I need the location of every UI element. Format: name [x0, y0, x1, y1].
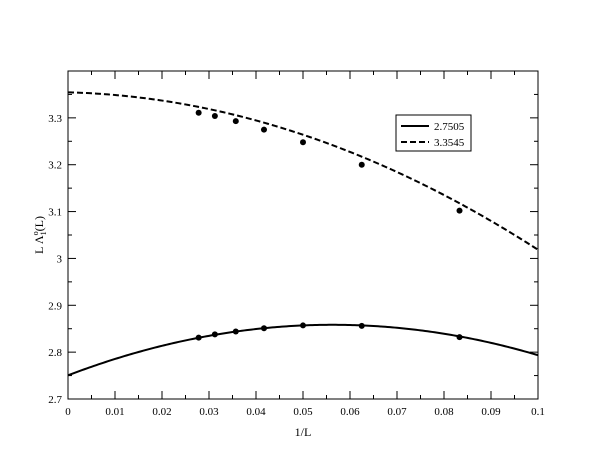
- series-1-data-point: [300, 322, 306, 329]
- series-2-data-point: [300, 139, 306, 146]
- legend-box: [395, 114, 472, 152]
- series-2-data-point: [195, 109, 202, 116]
- x-tick-label: 0: [65, 406, 71, 418]
- x-tick-label: 0.03: [199, 406, 219, 418]
- series-1-data-point: [358, 322, 365, 329]
- series-1-data-point: [195, 334, 202, 341]
- series-1-data-point: [456, 334, 463, 341]
- series-2-data-point: [260, 126, 267, 133]
- tick-labels: 0 0.01 0.02 0.03 0.04 0.05 0.06 0.07 0.08 0.09 0.1…: [48, 113, 545, 418]
- legend: 2.7505 3.3545: [395, 114, 472, 152]
- series-1-data-point: [211, 331, 218, 338]
- x-axis-label: 1/L: [295, 425, 312, 439]
- y-tick-label: 2.7: [48, 394, 62, 406]
- legend-label-series-1: 2.7505: [434, 121, 465, 133]
- series-2-fit-line: [67, 91, 539, 251]
- series-2-data-point: [358, 161, 365, 168]
- series-2-data-point: [211, 112, 218, 119]
- y-label-suffix: (L): [32, 216, 46, 231]
- x-tick-label: 0.05: [293, 406, 313, 418]
- y-tick-label: 2.8: [48, 347, 62, 359]
- legend-label-series-2: 3.3545: [434, 137, 465, 149]
- x-tick-label: 0.02: [152, 406, 171, 418]
- series-2-data-point: [232, 118, 239, 125]
- x-tick-label: 0.09: [481, 406, 501, 418]
- y-axis-label: L Λ1o(L): [31, 216, 48, 254]
- x-tick-label: 0.07: [387, 406, 407, 418]
- y-tick-label: 3.1: [48, 207, 62, 219]
- series-2-data-point: [456, 207, 463, 214]
- y-tick-label: 3.3: [48, 113, 62, 125]
- x-tick-label: 0.1: [531, 406, 545, 418]
- y-tick-label: 3.2: [48, 160, 62, 172]
- data-points: [195, 109, 463, 341]
- series-1-fit-line: [67, 323, 539, 377]
- x-tick-label: 0.06: [340, 406, 360, 418]
- x-tick-label: 0.01: [105, 406, 124, 418]
- x-tick-label: 0.04: [246, 406, 266, 418]
- axis-ticks: [67, 71, 539, 400]
- y-tick-label: 3: [57, 253, 63, 265]
- y-label-prefix: L Λ: [32, 235, 46, 254]
- y-label-subscript: 1: [39, 231, 48, 235]
- y-tick-label: 2.9: [48, 300, 62, 312]
- x-tick-label: 0.08: [434, 406, 454, 418]
- y-label-superscript: o: [31, 231, 40, 235]
- series-1-data-point: [232, 328, 239, 335]
- series-1-data-point: [260, 325, 267, 332]
